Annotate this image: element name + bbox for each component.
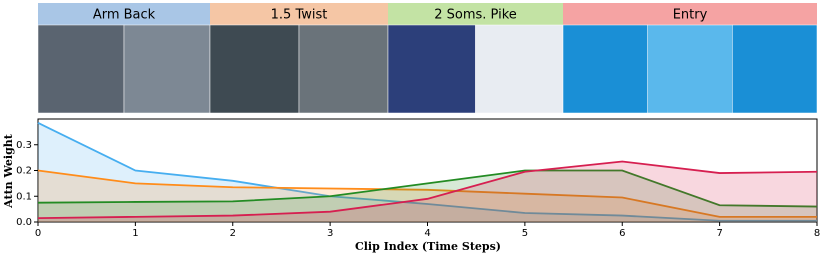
area (38, 161, 817, 222)
x-tick-label: 6 (619, 228, 625, 239)
area (38, 170, 817, 222)
video-frame (209, 24, 300, 114)
phase-header (388, 3, 563, 25)
x-tick-label: 5 (522, 228, 528, 239)
line (37, 169, 818, 208)
video-frame (387, 24, 476, 114)
x-tick-label: 1 (132, 228, 138, 239)
line (37, 169, 817, 218)
video-frame (732, 24, 818, 114)
video-frame (647, 24, 733, 114)
y-axis-label: Attn Weight (2, 133, 15, 209)
phase-label: Arm Back (93, 8, 156, 23)
line (37, 160, 818, 220)
x-tick-label: 0 (35, 228, 41, 239)
video-frame (562, 24, 648, 114)
video-frame (123, 24, 211, 114)
x-tick-label: 2 (230, 228, 236, 239)
phase-label: 1.5 Twist (271, 8, 328, 23)
x-axis-label: Clip Index (Time Steps) (355, 240, 501, 253)
x-tick-label: 3 (327, 228, 333, 239)
x-tick-label: 7 (716, 228, 722, 239)
phase-header (563, 3, 817, 25)
video-frame (298, 24, 389, 114)
video-frame (37, 24, 125, 114)
x-tick-label: 4 (424, 228, 430, 239)
y-tick-label: 0.3 (16, 140, 32, 151)
phase-header (38, 3, 210, 25)
area (38, 170, 817, 222)
area (38, 122, 817, 222)
phase-header (210, 3, 388, 25)
y-tick-label: 0.2 (16, 166, 32, 177)
line (37, 122, 817, 222)
y-tick-label: 0.1 (16, 191, 32, 202)
phase-label: Entry (673, 8, 708, 23)
y-tick-label: 0.0 (16, 217, 32, 228)
video-frame (475, 24, 564, 114)
phase-label: 2 Soms. Pike (434, 8, 517, 23)
x-tick-label: 8 (814, 228, 820, 239)
